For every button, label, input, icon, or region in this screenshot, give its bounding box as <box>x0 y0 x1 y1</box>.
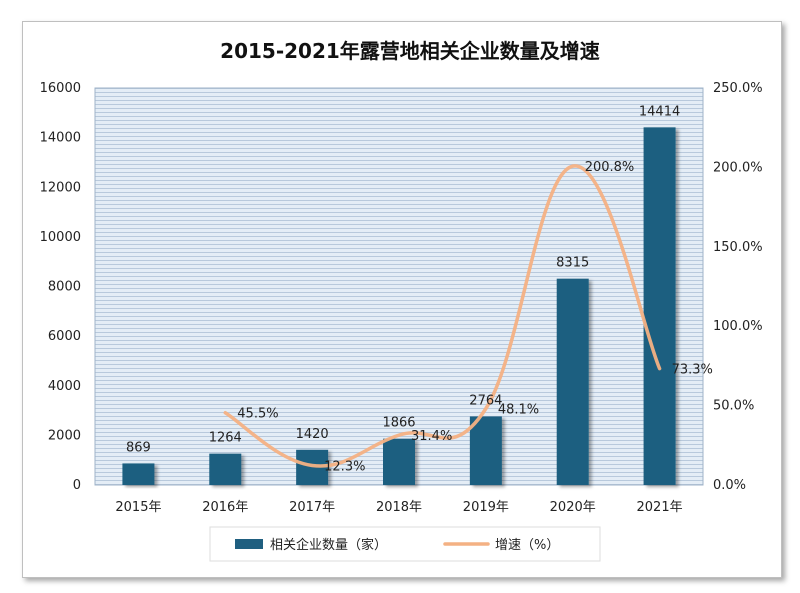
right-axis-ticks: 0.0% 50.0% 100.0% 150.0% 200.0% 250.0% <box>713 81 763 493</box>
bar-value-label: 1420 <box>296 427 329 442</box>
x-axis-tick-label: 2015年 <box>115 500 161 515</box>
bar <box>469 416 502 485</box>
x-axis-tick-label: 2020年 <box>550 500 596 515</box>
bar-value-label: 869 <box>126 440 151 455</box>
growth-value-label: 31.4% <box>411 429 452 444</box>
legend: 相关企业数量（家） 增速（%） <box>209 526 601 562</box>
left-axis-tick-label: 2000 <box>48 428 81 443</box>
growth-value-label: 48.1% <box>498 403 539 418</box>
bar-value-label: 8315 <box>556 256 589 271</box>
bar-value-label: 2764 <box>469 393 502 408</box>
left-axis-tick-label: 12000 <box>40 180 81 195</box>
right-axis-tick-label: 150.0% <box>713 240 763 255</box>
bar <box>643 127 676 485</box>
x-axis-tick-label: 2017年 <box>289 500 335 515</box>
x-axis-tick-label: 2018年 <box>376 500 422 515</box>
legend-swatch-bar <box>235 539 263 549</box>
left-axis-tick-label: 6000 <box>48 329 81 344</box>
legend-label: 相关企业数量（家） <box>270 537 387 553</box>
right-axis-tick-label: 50.0% <box>713 399 754 414</box>
growth-value-label: 200.8% <box>585 160 635 175</box>
left-axis-ticks: 0 2000 4000 6000 8000 10000 12000 14000 16000 <box>40 81 81 493</box>
left-axis-tick-label: 10000 <box>40 230 81 245</box>
plot-area <box>94 87 704 486</box>
right-axis-tick-label: 0.0% <box>713 478 746 493</box>
data-labels: 869 1264 1420 1866 2764 8315 14414 45.5% 12.3% 31… <box>126 104 713 474</box>
growth-value-label: 12.3% <box>324 459 365 474</box>
bar <box>209 453 242 485</box>
left-axis-tick-label: 16000 <box>40 81 81 96</box>
bar-value-label: 14414 <box>639 104 680 119</box>
left-axis-tick-label: 4000 <box>48 379 81 394</box>
x-axis-tick-label: 2016年 <box>202 500 248 515</box>
legend-label: 增速（%） <box>495 538 559 553</box>
chart-title: 2015-2021年露营地相关企业数量及增速 <box>220 39 600 63</box>
bar <box>122 463 155 485</box>
left-axis-tick-label: 8000 <box>48 280 81 295</box>
right-axis-tick-label: 100.0% <box>713 319 763 334</box>
right-axis-tick-label: 200.0% <box>713 160 763 175</box>
growth-rate-line <box>223 164 662 468</box>
right-axis-tick-label: 250.0% <box>713 81 763 96</box>
line-series <box>223 164 662 468</box>
bar <box>556 278 589 485</box>
bar-value-label: 1264 <box>209 431 242 446</box>
x-axis-ticks: 2015年 2016年 2017年 2018年 2019年 2020年 2021年 <box>115 500 682 515</box>
legend-box <box>209 526 601 562</box>
growth-value-label: 45.5% <box>237 407 278 422</box>
x-axis-tick-label: 2021年 <box>637 500 683 515</box>
bar <box>383 438 415 485</box>
bar-series <box>122 127 676 485</box>
left-axis-tick-label: 14000 <box>40 131 81 146</box>
growth-value-label: 73.3% <box>672 363 713 378</box>
x-axis-tick-label: 2019年 <box>463 500 509 515</box>
bar-value-label: 1866 <box>382 416 415 431</box>
left-axis-tick-label: 0 <box>73 478 81 493</box>
